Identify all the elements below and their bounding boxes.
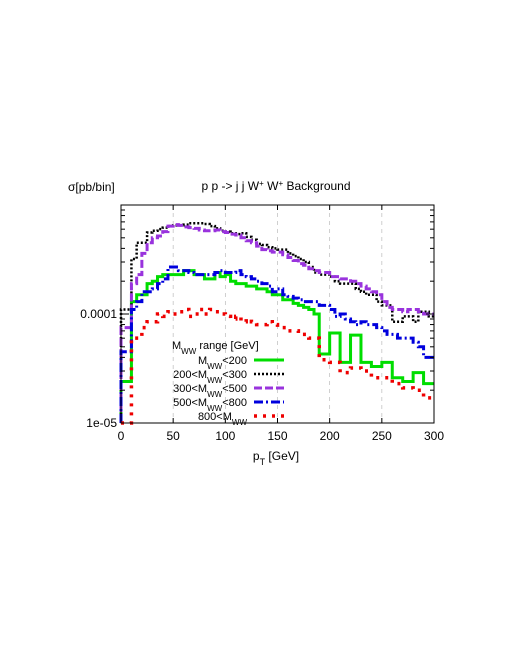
chart-title: p p -> j j W+ W+ Background (201, 179, 350, 194)
y-axis-ticks: 1e-05 0.0001 (80, 209, 434, 430)
chart-title-sup-2: + (278, 179, 283, 188)
legend-title-rest: range [GeV] (196, 340, 258, 352)
series-layer (119, 222, 434, 425)
series-line-2 (119, 223, 434, 423)
x-axis-ticks: 0 50 100 150 200 250 300 (118, 205, 444, 443)
chart-title-main: p p -> j j W (201, 179, 259, 193)
series-line-4 (121, 307, 434, 425)
series-line-1 (119, 222, 434, 423)
legend-title: MWW range [GeV] (172, 340, 259, 356)
chart-title-sup-1: + (259, 179, 264, 188)
x-tick-label-0: 0 (118, 429, 125, 443)
legend-label-2: 300<MWW<500 (173, 383, 247, 399)
x-tick-label-5: 250 (372, 429, 392, 443)
x-tick-label-2: 100 (215, 429, 235, 443)
y-tick-label-1: 0.0001 (80, 307, 117, 321)
chart-title-mid: W (264, 179, 279, 193)
x-axis-label-unit: [GeV] (265, 449, 299, 463)
y-axis-label: σ[pb/bin] (68, 180, 115, 194)
y-tick-label-0: 1e-05 (86, 416, 117, 430)
legend: MWW range [GeV] MWW<200200<MWW<300300<MW… (172, 340, 284, 427)
legend-label-4: 800<MWW (198, 411, 248, 427)
x-tick-label-1: 50 (166, 429, 180, 443)
x-axis-label-sub: T (260, 457, 266, 467)
legend-title-sub: WW (181, 347, 197, 356)
x-tick-label-4: 200 (320, 429, 340, 443)
legend-label-1: 200<MWW<300 (173, 369, 247, 385)
legend-label-3: 500<MWW<800 (173, 397, 247, 413)
x-axis-label-p: p (253, 449, 260, 463)
legend-title-m: M (172, 340, 181, 352)
x-tick-label-3: 150 (267, 429, 287, 443)
series-line-3 (119, 265, 434, 423)
x-tick-label-6: 300 (424, 429, 444, 443)
chart-title-end: Background (283, 179, 350, 193)
x-axis-label: pT [GeV] (253, 449, 299, 467)
legend-label-0: MWW<200 (198, 355, 247, 371)
